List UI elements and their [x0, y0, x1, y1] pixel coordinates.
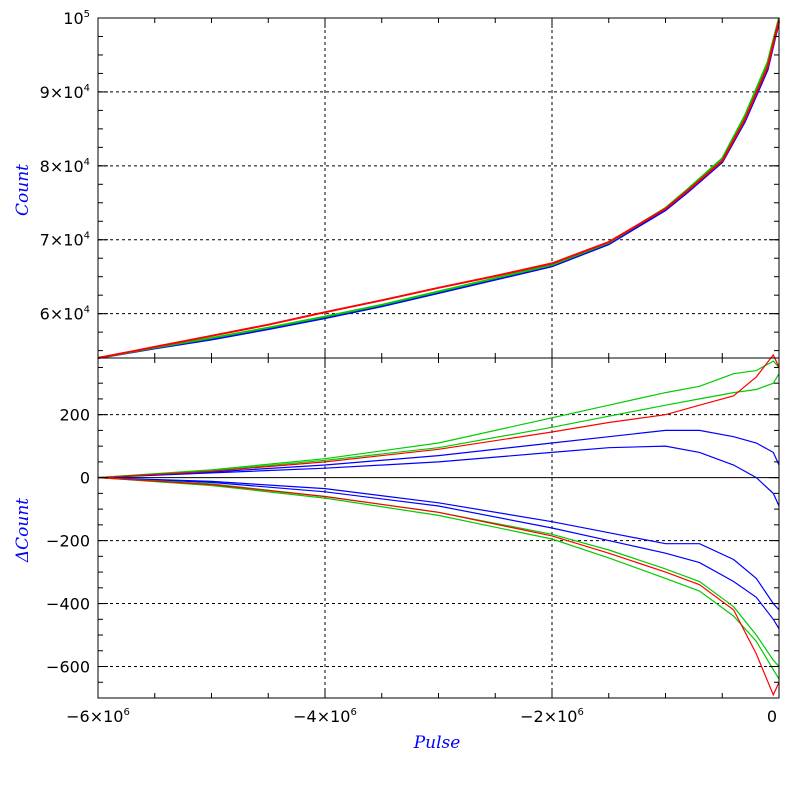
y-tick-label: 7×104: [40, 231, 90, 250]
series-line: [97, 21, 780, 359]
x-tick-label: −2×106: [520, 707, 584, 726]
series-line: [97, 477, 780, 611]
series-line: [97, 429, 780, 479]
y-tick-label: −600: [46, 658, 90, 677]
y-tick-label: 0: [80, 469, 90, 488]
panel-frame: [97, 357, 780, 699]
series-line: [97, 477, 780, 680]
y-tick-label: 200: [59, 406, 90, 425]
series-line: [97, 445, 780, 507]
y-tick-label: 9×104: [40, 83, 90, 102]
y-tick-label: 105: [63, 9, 90, 28]
x-axis: −6×106 −4×106 −2×106 0: [66, 707, 777, 726]
series-line: [97, 477, 780, 697]
series-line: [97, 353, 780, 479]
bottom-panel: −600 −400 −200 0 200: [46, 353, 780, 699]
y-tick-label: 8×104: [40, 157, 90, 176]
top-panel: 6×104 7×104 8×104 9×104 105: [40, 9, 780, 359]
series-line: [97, 373, 780, 479]
x-axis-label: Pulse: [413, 733, 461, 753]
x-tick-label: 0: [767, 707, 777, 726]
x-tick-label: −4×106: [293, 707, 357, 726]
y-tick-label: −400: [46, 595, 90, 614]
series-line: [97, 360, 780, 479]
top-ylabel: Count: [13, 164, 33, 216]
series-line: [97, 19, 780, 359]
x-tick-label: −6×106: [66, 707, 130, 726]
bottom-ylabel: ΔCount: [13, 498, 33, 563]
y-tick-label: −200: [46, 532, 90, 551]
y-tick-label: 6×104: [40, 305, 90, 324]
series-line: [97, 17, 780, 359]
series-line: [97, 477, 780, 630]
panel-frame: [97, 17, 780, 359]
